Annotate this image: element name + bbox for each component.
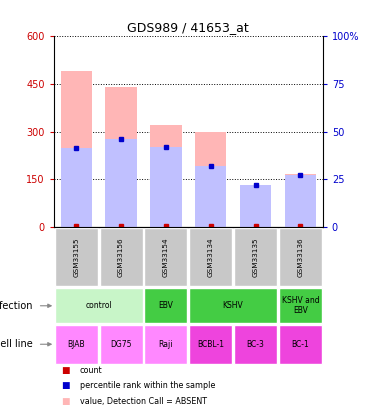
Text: GSM33134: GSM33134 — [208, 237, 214, 277]
Text: infection: infection — [0, 301, 32, 311]
Text: ■: ■ — [61, 382, 70, 390]
Text: GSM33135: GSM33135 — [253, 237, 259, 277]
Bar — [195, 132, 226, 227]
Bar — [234, 325, 277, 364]
Bar — [105, 139, 137, 227]
Title: GDS989 / 41653_at: GDS989 / 41653_at — [127, 21, 249, 34]
Bar — [55, 325, 98, 364]
Text: ■: ■ — [61, 397, 70, 405]
Bar — [55, 288, 142, 323]
Bar — [234, 228, 277, 286]
Bar — [99, 228, 142, 286]
Text: KSHV and
EBV: KSHV and EBV — [282, 296, 319, 315]
Text: cell line: cell line — [0, 339, 32, 349]
Bar — [279, 288, 322, 323]
Bar — [60, 71, 92, 227]
Text: KSHV: KSHV — [223, 301, 243, 310]
Bar — [150, 147, 181, 227]
Bar — [144, 288, 187, 323]
Text: GSM33154: GSM33154 — [163, 237, 169, 277]
Bar — [144, 228, 187, 286]
Bar — [240, 185, 271, 227]
Bar — [189, 228, 232, 286]
Text: control: control — [85, 301, 112, 310]
Bar — [144, 325, 187, 364]
Text: EBV: EBV — [158, 301, 173, 310]
Bar — [285, 175, 316, 227]
Bar — [285, 175, 316, 227]
Text: GSM33155: GSM33155 — [73, 237, 79, 277]
Bar — [195, 166, 226, 227]
Text: count: count — [80, 366, 102, 375]
Text: GSM33136: GSM33136 — [297, 237, 303, 277]
Text: BC-3: BC-3 — [247, 340, 265, 349]
Text: ■: ■ — [61, 366, 70, 375]
Text: DG75: DG75 — [110, 340, 132, 349]
Bar — [60, 149, 92, 227]
Bar — [189, 288, 277, 323]
Text: BJAB: BJAB — [68, 340, 85, 349]
Bar — [55, 228, 98, 286]
Text: value, Detection Call = ABSENT: value, Detection Call = ABSENT — [80, 397, 207, 405]
Bar — [99, 325, 142, 364]
Text: GSM33156: GSM33156 — [118, 237, 124, 277]
Text: percentile rank within the sample: percentile rank within the sample — [80, 382, 215, 390]
Bar — [105, 87, 137, 227]
Bar — [279, 325, 322, 364]
Text: Raji: Raji — [159, 340, 173, 349]
Bar — [279, 228, 322, 286]
Text: BC-1: BC-1 — [292, 340, 309, 349]
Bar — [189, 325, 232, 364]
Text: BCBL-1: BCBL-1 — [197, 340, 224, 349]
Bar — [150, 125, 181, 227]
Bar — [240, 185, 271, 227]
